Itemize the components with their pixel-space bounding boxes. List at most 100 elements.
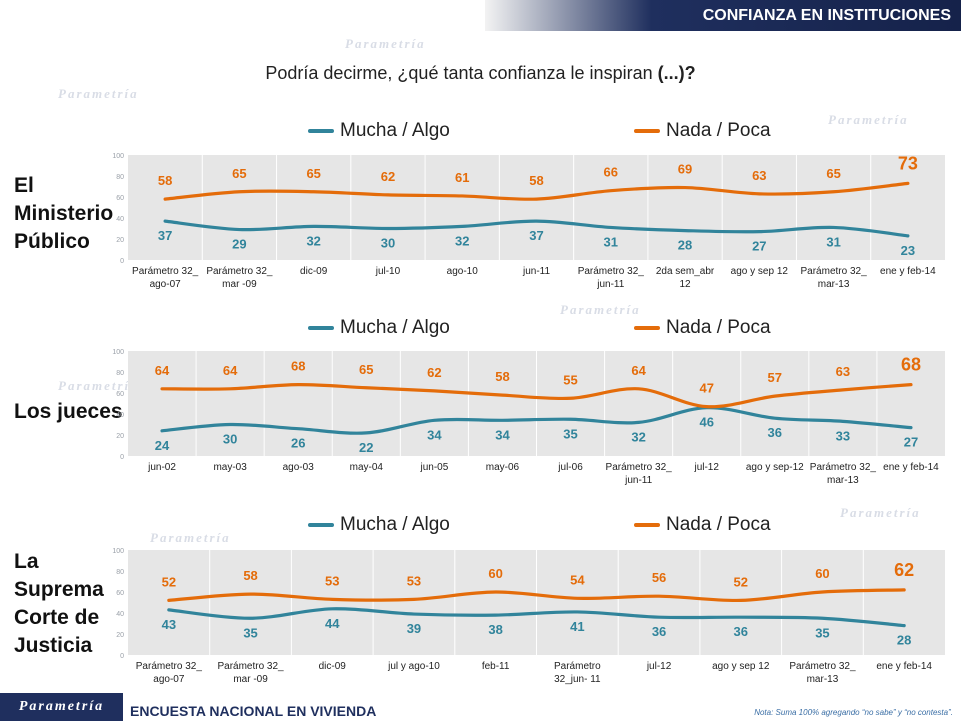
chart-label-suprema-corte: La Suprema Corte de Justicia bbox=[14, 548, 114, 660]
data-label: 58 bbox=[158, 173, 172, 188]
data-label: 32 bbox=[631, 429, 645, 444]
data-label: 65 bbox=[359, 362, 373, 377]
x-tick-label: jun-11 bbox=[522, 266, 550, 277]
legend-label: Nada / Poca bbox=[666, 317, 771, 338]
x-tick-label: ago-10 bbox=[447, 266, 479, 277]
data-label: 63 bbox=[836, 364, 850, 379]
data-label: 36 bbox=[734, 624, 748, 639]
data-label: 58 bbox=[243, 568, 257, 583]
watermark: Parametría bbox=[150, 530, 231, 545]
data-label: 28 bbox=[897, 633, 911, 648]
x-tick-label: Parámetro 32_ ago-07 bbox=[132, 266, 199, 290]
y-tick-label: 40 bbox=[116, 412, 124, 419]
page-title: CONFIANZA EN INSTITUCIONES bbox=[702, 6, 951, 24]
data-label: 37 bbox=[158, 228, 172, 243]
data-label: 38 bbox=[488, 622, 502, 637]
header-banner: CONFIANZA EN INSTITUCIONES bbox=[485, 0, 961, 31]
footer-logo: Parametría bbox=[0, 693, 123, 721]
chart-ministerio-publico: 0 20 40 60 80 100 Parámetro 32_ ago-07 Parámetro… bbox=[112, 153, 945, 290]
data-label: 63 bbox=[752, 168, 766, 183]
data-label: 54 bbox=[570, 572, 585, 587]
x-tick-label: ago y sep 12 bbox=[712, 661, 770, 672]
data-label: 34 bbox=[495, 427, 510, 442]
x-tick-label: feb-11 bbox=[482, 661, 510, 672]
data-label: 68 bbox=[291, 359, 305, 374]
x-tick-label: 2da sem_abr 12 bbox=[656, 266, 715, 290]
x-tick-label: may-06 bbox=[486, 462, 520, 473]
data-label: 64 bbox=[155, 363, 170, 378]
legend-swatch bbox=[634, 129, 660, 133]
data-label: 66 bbox=[604, 165, 618, 180]
y-tick-label: 80 bbox=[116, 569, 124, 576]
y-tick-label: 100 bbox=[112, 153, 124, 160]
watermark: Parametría bbox=[58, 86, 139, 101]
data-label: 73 bbox=[898, 153, 918, 173]
x-tick-label: Parámetro 32_jun- 11 bbox=[554, 661, 601, 685]
y-tick-label: 100 bbox=[112, 349, 124, 356]
data-label: 30 bbox=[381, 236, 395, 251]
x-tick-label: Parámetro 32_ jun-11 bbox=[606, 462, 673, 486]
y-tick-label: 20 bbox=[116, 237, 124, 244]
data-label: 35 bbox=[563, 426, 577, 441]
chart-suprema-corte: 0 20 40 60 80 100 Parámetro 32_ ago-07 Parámetro… bbox=[112, 548, 945, 685]
data-label: 52 bbox=[734, 574, 748, 589]
data-label: 32 bbox=[306, 233, 320, 248]
data-label: 64 bbox=[223, 363, 238, 378]
data-label: 26 bbox=[291, 436, 305, 451]
data-label: 32 bbox=[455, 233, 469, 248]
data-label: 29 bbox=[232, 237, 246, 252]
data-label: 28 bbox=[678, 238, 692, 253]
data-label: 34 bbox=[427, 427, 442, 442]
x-tick-label: jul-10 bbox=[375, 266, 401, 277]
y-tick-label: 0 bbox=[120, 653, 124, 660]
data-label: 58 bbox=[495, 369, 509, 384]
data-label: 31 bbox=[604, 234, 618, 249]
y-tick-label: 20 bbox=[116, 632, 124, 639]
data-label: 52 bbox=[162, 574, 176, 589]
data-label: 33 bbox=[836, 428, 850, 443]
chart-title: Los jueces bbox=[14, 400, 123, 423]
watermark: Parametría bbox=[345, 36, 426, 51]
data-label: 53 bbox=[407, 573, 421, 588]
series-line-mucha-algo bbox=[167, 607, 906, 628]
legend-label: Mucha / Algo bbox=[340, 514, 450, 535]
data-label: 43 bbox=[162, 617, 176, 632]
data-label: 69 bbox=[678, 162, 692, 177]
footer-title: ENCUESTA NACIONAL EN VIVIENDA bbox=[130, 703, 377, 719]
y-tick-label: 0 bbox=[120, 258, 124, 265]
x-tick-label: ago y sep 12 bbox=[731, 266, 789, 277]
legend-item-mucha-algo: Mucha / Algo bbox=[308, 120, 450, 142]
data-label: 53 bbox=[325, 573, 339, 588]
x-tick-label: jun-02 bbox=[147, 462, 176, 473]
data-label: 24 bbox=[155, 438, 170, 453]
legend-label: Mucha / Algo bbox=[340, 317, 450, 338]
legend-item-nada-poca: Nada / Poca bbox=[634, 317, 771, 339]
data-label: 35 bbox=[243, 625, 257, 640]
x-tick-label: ene y feb-14 bbox=[876, 661, 932, 672]
data-label: 39 bbox=[407, 621, 421, 636]
x-tick-label: Parámetro 32_ mar-13 bbox=[801, 266, 868, 290]
y-tick-label: 80 bbox=[116, 370, 124, 377]
x-tick-label: Parámetro 32_ jun-11 bbox=[578, 266, 645, 290]
data-label: 46 bbox=[699, 415, 713, 430]
x-tick-label: ene y feb-14 bbox=[880, 266, 936, 277]
data-label: 55 bbox=[563, 372, 577, 387]
x-tick-label: Parámetro 32_ mar-13 bbox=[789, 661, 856, 685]
data-label: 31 bbox=[826, 234, 840, 249]
data-label: 65 bbox=[306, 166, 320, 181]
data-label: 58 bbox=[529, 173, 543, 188]
footer-logo-text: Parametría bbox=[18, 699, 105, 714]
question-text: Podría decirme, ¿qué tanta confianza le … bbox=[0, 63, 961, 84]
data-label: 62 bbox=[381, 169, 395, 184]
y-tick-label: 0 bbox=[120, 454, 124, 461]
x-tick-label: jul-12 bbox=[693, 462, 719, 473]
question-highlight: (...)? bbox=[657, 63, 696, 83]
x-tick-label: ago-03 bbox=[283, 462, 315, 473]
x-tick-label: Parámetro 32_ mar-13 bbox=[810, 462, 877, 486]
x-tick-label: ago y sep-12 bbox=[746, 462, 804, 473]
series-line-nada-poca bbox=[167, 588, 906, 603]
y-tick-label: 60 bbox=[116, 590, 124, 597]
y-tick-label: 60 bbox=[116, 195, 124, 202]
x-tick-label: jun-05 bbox=[419, 462, 448, 473]
data-label: 61 bbox=[455, 170, 469, 185]
